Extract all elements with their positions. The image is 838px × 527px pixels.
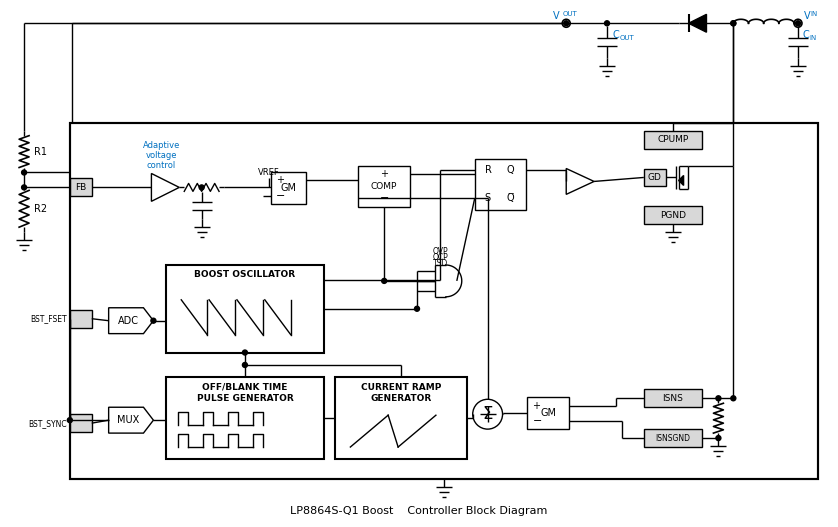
Text: COMP: COMP (371, 182, 397, 191)
Text: OUT: OUT (562, 11, 577, 17)
Polygon shape (689, 14, 706, 32)
Bar (359, 165, 410, 207)
Text: GM: GM (280, 183, 296, 193)
Text: C: C (613, 30, 620, 40)
Text: Adaptive
voltage
control: Adaptive voltage control (142, 141, 180, 170)
Text: ADC: ADC (117, 316, 138, 326)
Text: Q̅: Q̅ (507, 193, 515, 203)
Circle shape (731, 21, 736, 26)
Text: BST_SYNC: BST_SYNC (28, 418, 67, 427)
Text: R2: R2 (34, 204, 47, 214)
Text: +: + (276, 175, 284, 186)
Text: TSD: TSD (433, 259, 448, 268)
Text: +: + (532, 401, 541, 411)
Text: V: V (553, 11, 560, 21)
Circle shape (22, 185, 27, 190)
Circle shape (242, 350, 247, 355)
Text: −: − (380, 193, 389, 203)
Text: PULSE GENERATOR: PULSE GENERATOR (197, 394, 293, 403)
Text: VREF: VREF (258, 168, 280, 177)
Text: OUT: OUT (620, 35, 634, 41)
Bar (527, 397, 569, 429)
Bar (70, 123, 818, 479)
Bar (644, 429, 701, 447)
Bar (474, 159, 526, 210)
Text: GENERATOR: GENERATOR (370, 394, 432, 403)
Circle shape (795, 21, 800, 26)
Text: LP8864S-Q1 Boost    Controller Block Diagram: LP8864S-Q1 Boost Controller Block Diagra… (290, 506, 548, 516)
Circle shape (381, 278, 386, 284)
Text: Σ: Σ (483, 405, 493, 423)
Bar (644, 169, 665, 187)
Text: CURRENT RAMP: CURRENT RAMP (361, 383, 442, 392)
Circle shape (604, 21, 609, 26)
Text: IN: IN (810, 11, 817, 17)
Circle shape (716, 396, 721, 401)
Circle shape (716, 436, 721, 441)
Circle shape (22, 170, 27, 175)
Text: −: − (532, 416, 542, 426)
Circle shape (473, 399, 503, 429)
Polygon shape (679, 175, 684, 186)
Bar (70, 310, 91, 328)
Text: Q: Q (507, 165, 515, 175)
Circle shape (731, 396, 736, 401)
Text: R1: R1 (34, 147, 47, 157)
Text: BST_FSET: BST_FSET (30, 314, 67, 323)
Bar (644, 206, 701, 224)
Text: FB: FB (75, 183, 86, 192)
Bar (166, 265, 323, 353)
Circle shape (564, 21, 569, 26)
Circle shape (415, 306, 420, 311)
Text: OVP: OVP (433, 247, 448, 256)
Text: −: − (276, 191, 285, 201)
Circle shape (242, 363, 247, 367)
Bar (644, 131, 701, 149)
Text: S: S (484, 193, 491, 203)
Polygon shape (152, 173, 179, 201)
Bar (644, 389, 701, 407)
Polygon shape (109, 407, 153, 433)
Bar (70, 179, 91, 197)
Circle shape (67, 418, 72, 423)
Circle shape (731, 21, 736, 26)
Text: C: C (803, 30, 810, 40)
Text: OFF/BLANK TIME: OFF/BLANK TIME (202, 383, 287, 392)
Text: ISNSGND: ISNSGND (655, 434, 691, 443)
Text: PGND: PGND (660, 211, 685, 220)
Text: +: + (380, 170, 388, 180)
Text: GD: GD (648, 173, 662, 182)
Text: V: V (804, 11, 810, 21)
Bar (70, 414, 91, 432)
Bar (335, 377, 467, 459)
Bar (166, 377, 323, 459)
Text: MUX: MUX (117, 415, 139, 425)
Text: IN: IN (809, 35, 816, 41)
Bar (271, 172, 306, 204)
Text: ISNS: ISNS (662, 394, 683, 403)
Text: BOOST OSCILLATOR: BOOST OSCILLATOR (194, 270, 296, 279)
Polygon shape (566, 169, 594, 194)
Text: R: R (484, 165, 492, 175)
Circle shape (151, 318, 156, 323)
Circle shape (199, 185, 204, 190)
Text: CPUMP: CPUMP (657, 135, 688, 144)
Bar (70, 123, 818, 479)
Text: OCP: OCP (433, 252, 448, 261)
Polygon shape (109, 308, 153, 334)
Text: GM: GM (541, 408, 556, 418)
